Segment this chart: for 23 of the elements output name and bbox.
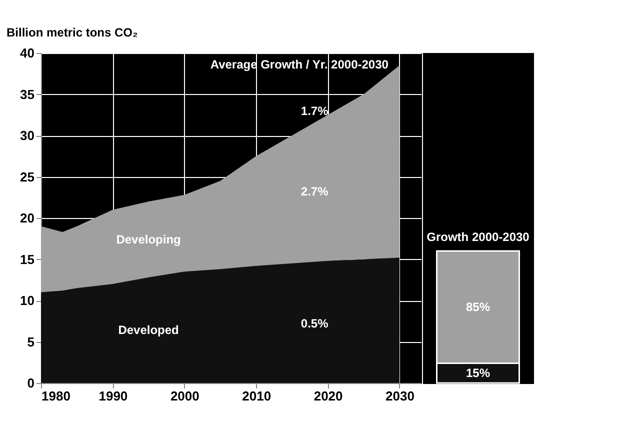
y-tick-label: 15 xyxy=(20,252,34,267)
annotation: 1.7% xyxy=(300,104,329,118)
x-tick-label: 2020 xyxy=(314,388,343,404)
x-tick-label: 1990 xyxy=(98,388,128,404)
y-tick-label: 30 xyxy=(20,128,34,143)
chart-title: Growth 2000-2030 xyxy=(426,230,530,244)
y-tick-label: 10 xyxy=(20,293,34,308)
data-label: 85% xyxy=(466,300,490,314)
y-tick-label: 40 xyxy=(20,46,34,60)
y-tick-label: 5 xyxy=(27,334,34,350)
x-tick-label: 2000 xyxy=(170,388,200,404)
x-tick-label: 2030 xyxy=(386,388,414,404)
y-axis-title: Billion metric tons CO₂ xyxy=(6,26,138,40)
y-tick-label: 25 xyxy=(20,169,34,184)
data-label: 15% xyxy=(466,366,490,380)
annotation: Average Growth / Yr. 2000-2030 xyxy=(210,58,389,72)
annotation: 2.7% xyxy=(300,184,329,199)
series-label: Developing xyxy=(116,232,181,246)
y-tick-label: 35 xyxy=(20,86,34,102)
y-tick-label: 20 xyxy=(20,210,34,226)
x-tick-label: 2010 xyxy=(242,388,272,404)
x-tick-label: 1980 xyxy=(42,388,70,404)
y-tick-label: 0 xyxy=(27,376,34,390)
